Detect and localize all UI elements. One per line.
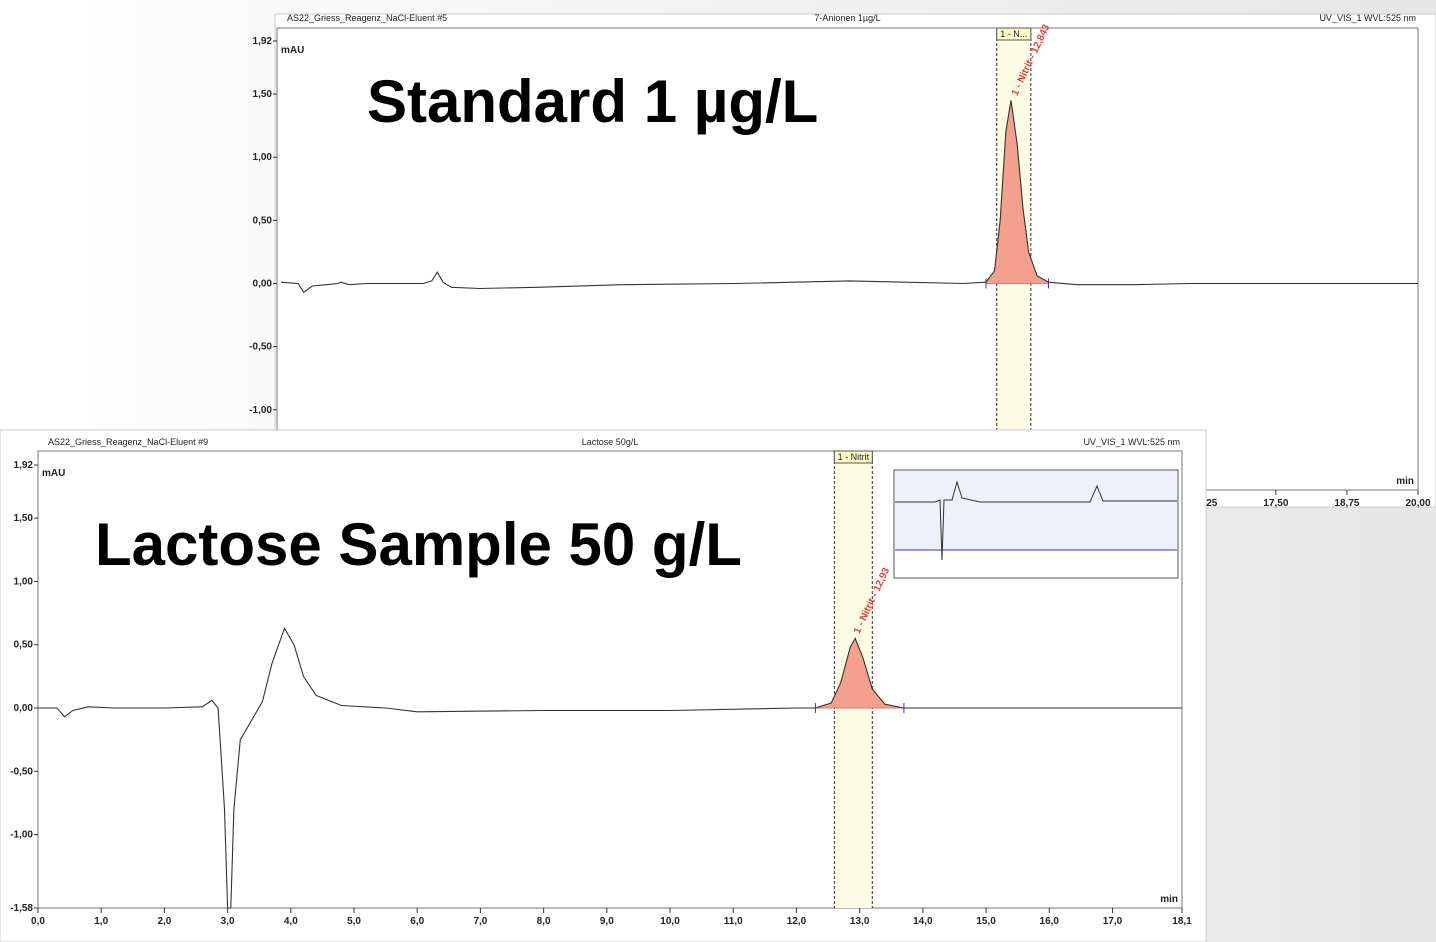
inset-overview: [893, 469, 1179, 579]
window-label: 1 - N...: [1000, 29, 1027, 39]
x-tick-label: 10,0: [660, 916, 680, 927]
inset-trace: [895, 480, 1177, 561]
x-tick-label: 12,0: [787, 916, 807, 927]
y-tick-label: 1,00: [14, 576, 34, 587]
y-tick-label: -0,50: [249, 342, 272, 353]
x-tick-label: 9,0: [600, 916, 614, 927]
y-tick-label: 1,50: [14, 513, 34, 524]
y-tick-label: -1,00: [249, 405, 272, 416]
header-left: AS22_Griess_Reagenz_NaCl-Eluent #9: [48, 437, 208, 447]
y-tick-label: -1,58: [10, 903, 33, 914]
x-tick-label: 18,1: [1172, 916, 1192, 927]
window-label: 1 - Nitrit: [838, 452, 870, 462]
annotation: Standard 1 µg/L: [367, 68, 818, 135]
x-tick-label: 6,0: [410, 916, 424, 927]
x-tick-label: 5,0: [347, 916, 361, 927]
x-tick-label: 0,0: [31, 916, 45, 927]
y-tick-label: 0,50: [14, 640, 34, 651]
header-left: AS22_Griess_Reagenz_NaCl-Eluent #5: [287, 13, 447, 23]
x-tick-label: 20,00: [1405, 498, 1430, 509]
x-tick-label: 4,0: [284, 916, 298, 927]
y-tick-label: 1,50: [253, 89, 273, 100]
x-tick-label: 14,0: [913, 916, 933, 927]
header-center: Lactose 50g/L: [582, 437, 639, 447]
x-tick-label: 16,0: [1040, 916, 1060, 927]
header-right: UV_VIS_1 WVL:525 nm: [1083, 437, 1180, 447]
chromatogram-trace: [38, 626, 1182, 909]
chromatogram-trace: [280, 100, 1418, 294]
y-tick-label: 0,00: [253, 278, 273, 289]
y-tick-label: 1,92: [253, 36, 273, 47]
chart-standard: AS22_Griess_Reagenz_NaCl-Eluent #5 7-Anio…: [249, 13, 1436, 509]
y-tick-label: -1,00: [10, 830, 33, 841]
annotation: Lactose Sample 50 g/L: [95, 511, 742, 578]
x-tick-label: 17,0: [1103, 916, 1123, 927]
y-axis-label: mAU: [42, 468, 65, 479]
x-tick-label: 3,0: [221, 916, 235, 927]
x-tick-label: 17,50: [1263, 498, 1288, 509]
header-center: 7-Anionen 1µg/L: [814, 13, 880, 23]
x-tick-label: 1,0: [94, 916, 108, 927]
x-tick-label: 15,0: [976, 916, 996, 927]
x-tick-label: 11,0: [724, 916, 743, 927]
window-label-box: [996, 27, 1032, 41]
y-tick-label: -0,50: [10, 766, 33, 777]
x-axis-label: min: [1396, 476, 1414, 487]
y-tick-label: 1,00: [253, 152, 273, 163]
y-tick-label: 0,50: [253, 215, 273, 226]
x-tick-label: 8,0: [537, 916, 551, 927]
x-tick-label: 7,0: [473, 916, 487, 927]
y-axis-label: mAU: [281, 45, 304, 56]
x-tick-label: 18,75: [1334, 498, 1359, 509]
x-tick-label: 13,0: [850, 916, 870, 927]
y-tick-label: 1,92: [14, 460, 34, 471]
x-tick-label: 2,0: [157, 916, 171, 927]
plot-frame: [276, 27, 1419, 491]
y-tick-label: 0,00: [14, 703, 34, 714]
window-label-box: [833, 450, 873, 464]
inset-zoom-area: [895, 471, 1177, 550]
x-axis-label: min: [1160, 894, 1178, 905]
header-right: UV_VIS_1 WVL:525 nm: [1319, 13, 1416, 23]
